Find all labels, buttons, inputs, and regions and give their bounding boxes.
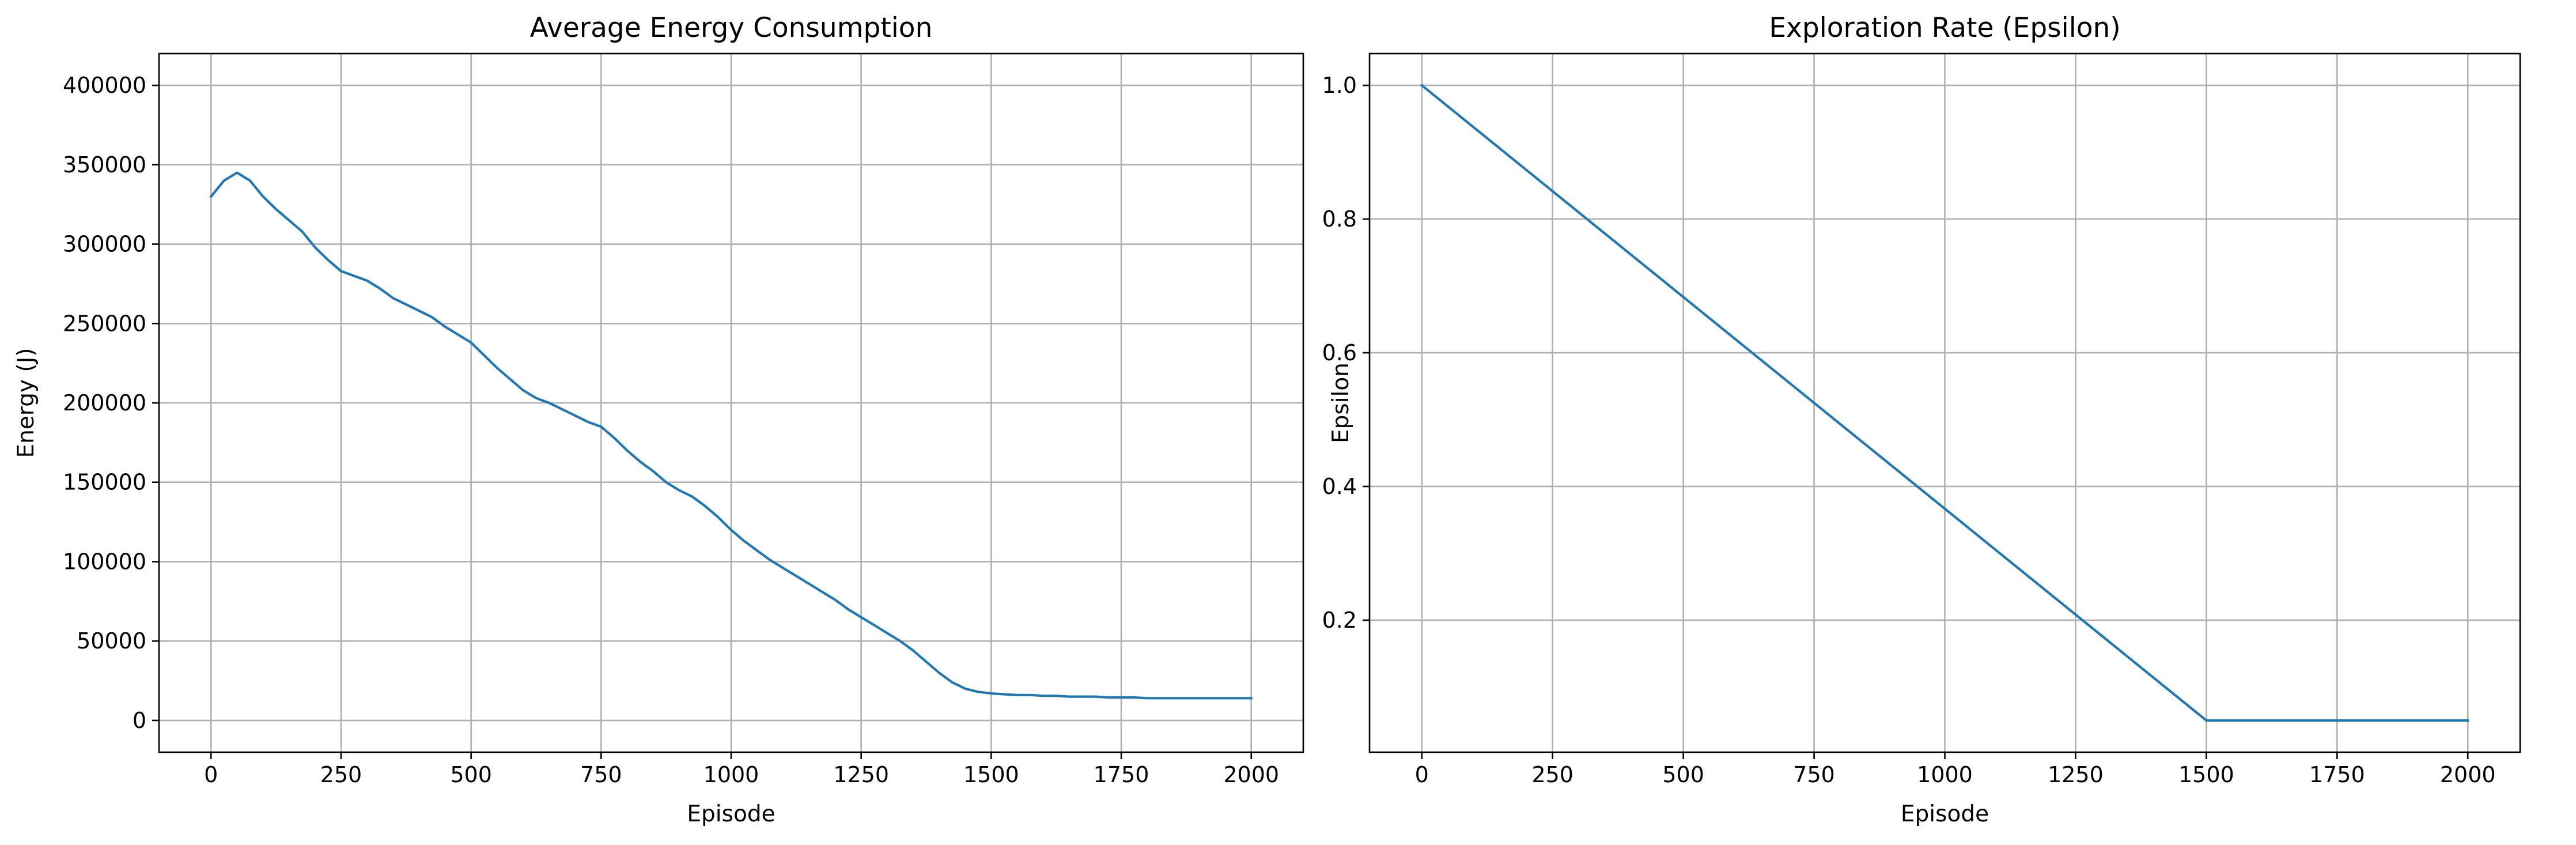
epsilon-y-tick-label: 0.8 xyxy=(1322,206,1357,232)
energy-x-tick-label: 1750 xyxy=(1094,762,1149,787)
epsilon-x-tick-label: 1750 xyxy=(2309,762,2365,787)
energy-y-tick-label: 250000 xyxy=(63,311,146,336)
energy-x-tick-label: 2000 xyxy=(1223,762,1279,787)
epsilon-series-line xyxy=(1420,84,2469,722)
energy-x-tick-label: 1250 xyxy=(833,762,889,787)
energy-series xyxy=(209,171,1253,700)
epsilon-x-tick-label: 500 xyxy=(1662,762,1704,787)
energy-x-tick-label: 500 xyxy=(450,762,492,787)
energy-ticks: 0 250 500 750 1000 1250 1500 1750 2000 0 50000 1000… xyxy=(63,73,1279,787)
epsilon-x-axis-label: Episode xyxy=(1901,801,1989,827)
epsilon-chart-title: Exploration Rate (Epsilon) xyxy=(1769,12,2120,44)
epsilon-series xyxy=(1420,84,2469,722)
energy-x-axis-label: Episode xyxy=(687,801,775,827)
energy-y-tick-label: 400000 xyxy=(63,73,146,98)
epsilon-chart: 0 250 500 750 1000 1250 1500 1750 2000 0.2 0.4 0.6 0… xyxy=(1322,12,2521,827)
energy-series-line xyxy=(209,171,1253,700)
epsilon-grid xyxy=(1370,54,2520,752)
energy-y-tick-label: 50000 xyxy=(77,628,146,654)
energy-chart-title: Average Energy Consumption xyxy=(530,12,933,44)
energy-x-tick-label: 1500 xyxy=(963,762,1019,787)
epsilon-y-tick-label: 1.0 xyxy=(1322,73,1357,98)
epsilon-y-tick-label: 0.4 xyxy=(1322,474,1357,499)
epsilon-x-tick-label: 0 xyxy=(1415,762,1429,787)
epsilon-x-tick-label: 1250 xyxy=(2048,762,2104,787)
energy-y-tick-label: 350000 xyxy=(63,152,146,178)
epsilon-x-tick-label: 2000 xyxy=(2440,762,2496,787)
epsilon-x-tick-label: 1500 xyxy=(2178,762,2234,787)
energy-y-tick-label: 150000 xyxy=(63,470,146,495)
epsilon-x-tick-label: 1000 xyxy=(1917,762,1973,787)
energy-y-axis-label: Energy (J) xyxy=(13,348,39,458)
energy-y-tick-label: 200000 xyxy=(63,390,146,416)
energy-x-tick-label: 1000 xyxy=(703,762,759,787)
epsilon-ticks: 0 250 500 750 1000 1250 1500 1750 2000 0.2 0.4 0.6 0… xyxy=(1322,73,2496,787)
energy-y-tick-label: 100000 xyxy=(63,549,146,574)
energy-y-tick-label: 300000 xyxy=(63,232,146,257)
epsilon-y-tick-label: 0.2 xyxy=(1322,608,1357,633)
energy-x-tick-label: 0 xyxy=(204,762,218,787)
epsilon-y-axis-label: Epsilon xyxy=(1328,363,1354,443)
energy-x-tick-label: 750 xyxy=(580,762,622,787)
epsilon-y-tick-label: 0.6 xyxy=(1322,340,1357,365)
epsilon-x-tick-label: 250 xyxy=(1531,762,1573,787)
epsilon-x-tick-label: 750 xyxy=(1793,762,1835,787)
energy-x-tick-label: 250 xyxy=(320,762,362,787)
energy-y-tick-label: 0 xyxy=(133,708,146,733)
energy-grid xyxy=(159,54,1303,752)
energy-chart: 0 250 500 750 1000 1250 1500 1750 2000 0 50000 1000… xyxy=(13,12,1304,827)
